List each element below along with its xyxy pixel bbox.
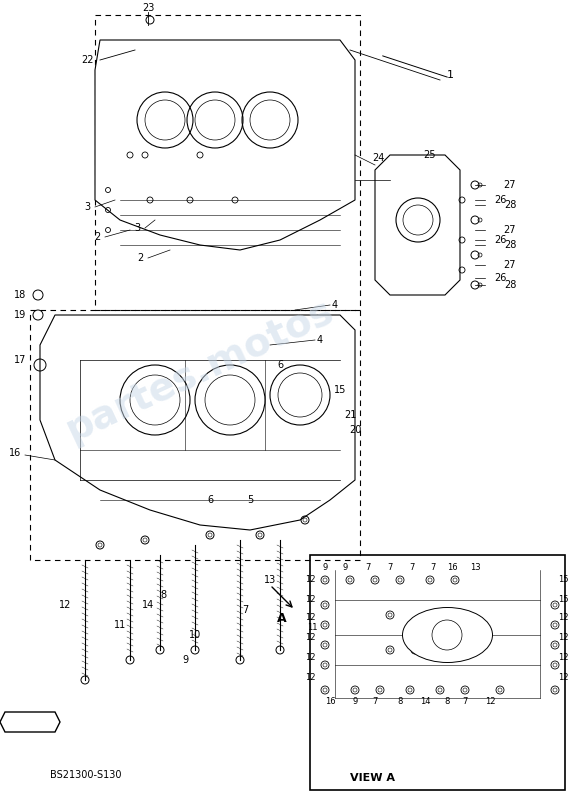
Text: FWD: FWD bbox=[17, 723, 43, 733]
Text: 12: 12 bbox=[485, 698, 495, 706]
Text: 19: 19 bbox=[14, 310, 26, 320]
Text: 7: 7 bbox=[387, 563, 393, 573]
Polygon shape bbox=[375, 155, 460, 295]
Text: 20: 20 bbox=[349, 425, 361, 435]
Text: 24: 24 bbox=[372, 153, 384, 163]
Text: 13: 13 bbox=[470, 563, 480, 573]
Text: VIEW A: VIEW A bbox=[350, 773, 395, 783]
Text: 12: 12 bbox=[558, 674, 568, 682]
Text: 12: 12 bbox=[558, 614, 568, 622]
Text: 6: 6 bbox=[207, 495, 213, 505]
Text: 7: 7 bbox=[242, 605, 248, 615]
Text: 3: 3 bbox=[84, 202, 90, 212]
Text: 23: 23 bbox=[142, 3, 154, 13]
Text: 27: 27 bbox=[504, 225, 516, 235]
Text: 3: 3 bbox=[134, 223, 140, 233]
Polygon shape bbox=[0, 712, 60, 732]
Text: 16: 16 bbox=[9, 448, 21, 458]
Text: 28: 28 bbox=[504, 280, 516, 290]
Text: 9: 9 bbox=[323, 563, 328, 573]
Text: 13: 13 bbox=[264, 575, 276, 585]
Text: 10: 10 bbox=[189, 630, 201, 640]
Text: 9: 9 bbox=[343, 563, 348, 573]
Text: 16: 16 bbox=[325, 698, 335, 706]
Text: 28: 28 bbox=[504, 200, 516, 210]
Text: 18: 18 bbox=[14, 290, 26, 300]
Text: 12: 12 bbox=[305, 595, 315, 605]
Text: 27: 27 bbox=[504, 260, 516, 270]
Text: 12: 12 bbox=[305, 634, 315, 642]
Text: 7: 7 bbox=[365, 563, 371, 573]
Text: 7: 7 bbox=[372, 698, 377, 706]
Text: 4: 4 bbox=[317, 335, 323, 345]
Text: 2: 2 bbox=[94, 232, 100, 242]
Text: 9: 9 bbox=[352, 698, 357, 706]
Text: 11: 11 bbox=[114, 620, 126, 630]
Polygon shape bbox=[95, 40, 355, 250]
Text: 7: 7 bbox=[409, 563, 415, 573]
Text: 27: 27 bbox=[504, 180, 516, 190]
Text: 15: 15 bbox=[558, 575, 568, 585]
Text: 12: 12 bbox=[305, 614, 315, 622]
Text: 17: 17 bbox=[14, 355, 26, 365]
Text: 12: 12 bbox=[59, 600, 71, 610]
Text: 21: 21 bbox=[344, 410, 356, 420]
Text: 7: 7 bbox=[463, 698, 468, 706]
Text: 7: 7 bbox=[431, 563, 436, 573]
Text: 8: 8 bbox=[397, 698, 403, 706]
Text: 1: 1 bbox=[447, 70, 453, 80]
Text: 8: 8 bbox=[444, 698, 450, 706]
Text: 22: 22 bbox=[82, 55, 94, 65]
Text: 4: 4 bbox=[332, 300, 338, 310]
Text: 26: 26 bbox=[494, 195, 506, 205]
Text: 26: 26 bbox=[494, 235, 506, 245]
Text: 28: 28 bbox=[504, 240, 516, 250]
Text: 26: 26 bbox=[494, 273, 506, 283]
Text: 14: 14 bbox=[420, 698, 431, 706]
Text: 12: 12 bbox=[305, 575, 315, 585]
Text: 11: 11 bbox=[307, 623, 317, 633]
Text: 8: 8 bbox=[160, 590, 166, 600]
Text: 15: 15 bbox=[558, 595, 568, 605]
Text: 15: 15 bbox=[334, 385, 346, 395]
Bar bbox=[310, 555, 565, 790]
Text: 12: 12 bbox=[558, 654, 568, 662]
Text: 5: 5 bbox=[247, 495, 253, 505]
Ellipse shape bbox=[403, 607, 493, 662]
Text: 9: 9 bbox=[182, 655, 188, 665]
Text: 14: 14 bbox=[142, 600, 154, 610]
Text: partes.motos: partes.motos bbox=[60, 291, 340, 449]
Text: 2: 2 bbox=[137, 253, 143, 263]
Text: 16: 16 bbox=[447, 563, 457, 573]
Polygon shape bbox=[40, 315, 355, 530]
Text: 12: 12 bbox=[305, 654, 315, 662]
Text: 6: 6 bbox=[277, 360, 283, 370]
Text: 25: 25 bbox=[424, 150, 436, 160]
Text: BS21300-S130: BS21300-S130 bbox=[50, 770, 122, 780]
Text: 12: 12 bbox=[558, 634, 568, 642]
Text: 12: 12 bbox=[305, 674, 315, 682]
Text: A: A bbox=[277, 611, 287, 625]
